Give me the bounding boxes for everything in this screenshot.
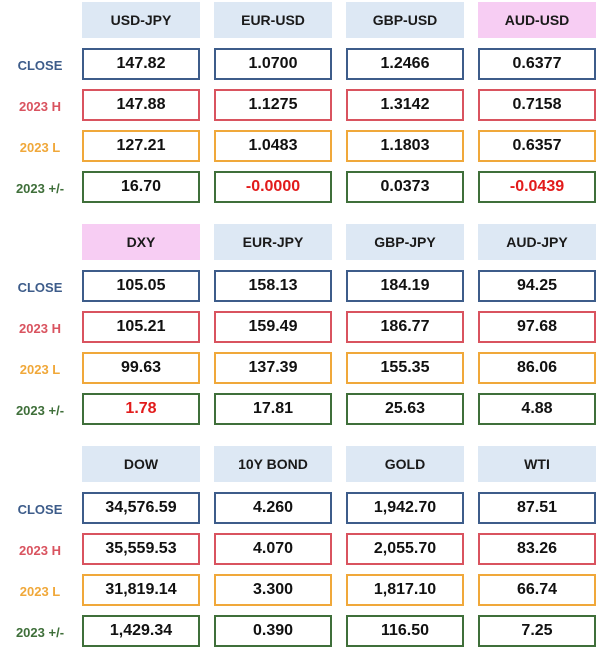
value-cell: 1,942.70 xyxy=(346,492,464,524)
column-header: USD-JPY xyxy=(82,2,200,38)
value-cell: 86.06 xyxy=(478,352,596,384)
value-cell: 1.78 xyxy=(82,393,200,425)
column-header: EUR-JPY xyxy=(214,224,332,260)
column-header: EUR-USD xyxy=(214,2,332,38)
value-cell: 66.74 xyxy=(478,574,596,606)
value-cell: 116.50 xyxy=(346,615,464,647)
value-cell: 87.51 xyxy=(478,492,596,524)
value-cell: 7.25 xyxy=(478,615,596,647)
value-cell: 0.390 xyxy=(214,615,332,647)
value-cell: 158.13 xyxy=(214,270,332,302)
row-low: 2023 L 31,819.14 3.300 1,817.10 66.74 xyxy=(0,574,600,608)
value-cell: 137.39 xyxy=(214,352,332,384)
value-cell: 1.2466 xyxy=(346,48,464,80)
column-header: AUD-JPY xyxy=(478,224,596,260)
value-cell: 2,055.70 xyxy=(346,533,464,565)
value-cell: 4.88 xyxy=(478,393,596,425)
column-header: 10Y BOND xyxy=(214,446,332,482)
value-cell: 127.21 xyxy=(82,130,200,162)
row-label-change: 2023 +/- xyxy=(15,402,65,418)
value-cell: 94.25 xyxy=(478,270,596,302)
column-header: GBP-USD xyxy=(346,2,464,38)
row-change: 2023 +/- 1.78 17.81 25.63 4.88 xyxy=(0,393,600,427)
row-label-change: 2023 +/- xyxy=(15,180,65,196)
value-cell: 0.0373 xyxy=(346,171,464,203)
column-header: DXY xyxy=(82,224,200,260)
column-header: GOLD xyxy=(346,446,464,482)
row-label-change: 2023 +/- xyxy=(15,624,65,640)
row-label-low: 2023 L xyxy=(19,139,61,155)
value-cell: 83.26 xyxy=(478,533,596,565)
value-cell: 1.1275 xyxy=(214,89,332,121)
value-cell: 159.49 xyxy=(214,311,332,343)
value-cell: 4.260 xyxy=(214,492,332,524)
row-close: CLOSE 105.05 158.13 184.19 94.25 xyxy=(0,270,600,304)
value-cell: 147.82 xyxy=(82,48,200,80)
value-cell: 1.0483 xyxy=(214,130,332,162)
column-header: WTI xyxy=(478,446,596,482)
value-cell: 97.68 xyxy=(478,311,596,343)
value-cell: 35,559.53 xyxy=(82,533,200,565)
row-label-high: 2023 H xyxy=(19,320,61,336)
row-high: 2023 H 35,559.53 4.070 2,055.70 83.26 xyxy=(0,533,600,567)
value-cell: 31,819.14 xyxy=(82,574,200,606)
value-cell: 0.6377 xyxy=(478,48,596,80)
value-cell: 0.6357 xyxy=(478,130,596,162)
row-label-low: 2023 L xyxy=(19,361,61,377)
value-cell: 1,817.10 xyxy=(346,574,464,606)
value-cell: 25.63 xyxy=(346,393,464,425)
row-change: 2023 +/- 16.70 -0.0000 0.0373 -0.0439 xyxy=(0,171,600,205)
value-cell: 1,429.34 xyxy=(82,615,200,647)
value-cell: 4.070 xyxy=(214,533,332,565)
row-high: 2023 H 105.21 159.49 186.77 97.68 xyxy=(0,311,600,345)
column-header: GBP-JPY xyxy=(346,224,464,260)
value-cell: 155.35 xyxy=(346,352,464,384)
row-high: 2023 H 147.88 1.1275 1.3142 0.7158 xyxy=(0,89,600,123)
value-cell: 99.63 xyxy=(82,352,200,384)
value-cell: 1.0700 xyxy=(214,48,332,80)
row-change: 2023 +/- 1,429.34 0.390 116.50 7.25 xyxy=(0,615,600,649)
row-label-close: CLOSE xyxy=(17,501,63,517)
value-cell: 16.70 xyxy=(82,171,200,203)
row-low: 2023 L 127.21 1.0483 1.1803 0.6357 xyxy=(0,130,600,164)
row-close: CLOSE 34,576.59 4.260 1,942.70 87.51 xyxy=(0,492,600,526)
row-low: 2023 L 99.63 137.39 155.35 86.06 xyxy=(0,352,600,386)
value-cell: 1.3142 xyxy=(346,89,464,121)
value-cell: 184.19 xyxy=(346,270,464,302)
row-label-close: CLOSE xyxy=(17,57,63,73)
value-cell: 34,576.59 xyxy=(82,492,200,524)
value-cell: 105.21 xyxy=(82,311,200,343)
value-cell: 17.81 xyxy=(214,393,332,425)
value-cell: -0.0000 xyxy=(214,171,332,203)
row-label-high: 2023 H xyxy=(19,98,61,114)
value-cell: 186.77 xyxy=(346,311,464,343)
value-cell: 3.300 xyxy=(214,574,332,606)
value-cell: -0.0439 xyxy=(478,171,596,203)
column-header: DOW xyxy=(82,446,200,482)
row-label-low: 2023 L xyxy=(19,583,61,599)
row-label-high: 2023 H xyxy=(19,542,61,558)
value-cell: 0.7158 xyxy=(478,89,596,121)
row-close: CLOSE 147.82 1.0700 1.2466 0.6377 xyxy=(0,48,600,82)
row-label-close: CLOSE xyxy=(17,279,63,295)
value-cell: 1.1803 xyxy=(346,130,464,162)
column-header: AUD-USD xyxy=(478,2,596,38)
value-cell: 147.88 xyxy=(82,89,200,121)
value-cell: 105.05 xyxy=(82,270,200,302)
